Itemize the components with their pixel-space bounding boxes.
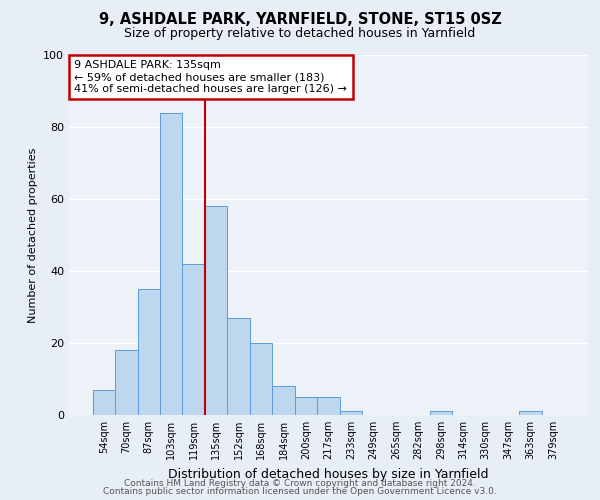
Text: Size of property relative to detached houses in Yarnfield: Size of property relative to detached ho…: [124, 28, 476, 40]
Bar: [430, 412, 452, 415]
Text: Contains public sector information licensed under the Open Government Licence v3: Contains public sector information licen…: [103, 488, 497, 496]
Bar: [520, 412, 542, 415]
Bar: [137, 289, 160, 415]
Text: 9, ASHDALE PARK, YARNFIELD, STONE, ST15 0SZ: 9, ASHDALE PARK, YARNFIELD, STONE, ST15 …: [98, 12, 502, 28]
Bar: [205, 206, 227, 415]
Bar: [92, 390, 115, 415]
Bar: [272, 386, 295, 415]
Text: Contains HM Land Registry data © Crown copyright and database right 2024.: Contains HM Land Registry data © Crown c…: [124, 478, 476, 488]
Bar: [340, 412, 362, 415]
Bar: [115, 350, 137, 415]
Bar: [295, 397, 317, 415]
Bar: [317, 397, 340, 415]
Y-axis label: Number of detached properties: Number of detached properties: [28, 148, 38, 322]
X-axis label: Distribution of detached houses by size in Yarnfield: Distribution of detached houses by size …: [168, 468, 489, 480]
Bar: [160, 112, 182, 415]
Bar: [227, 318, 250, 415]
Text: 9 ASHDALE PARK: 135sqm
← 59% of detached houses are smaller (183)
41% of semi-de: 9 ASHDALE PARK: 135sqm ← 59% of detached…: [74, 60, 347, 94]
Bar: [250, 343, 272, 415]
Bar: [182, 264, 205, 415]
